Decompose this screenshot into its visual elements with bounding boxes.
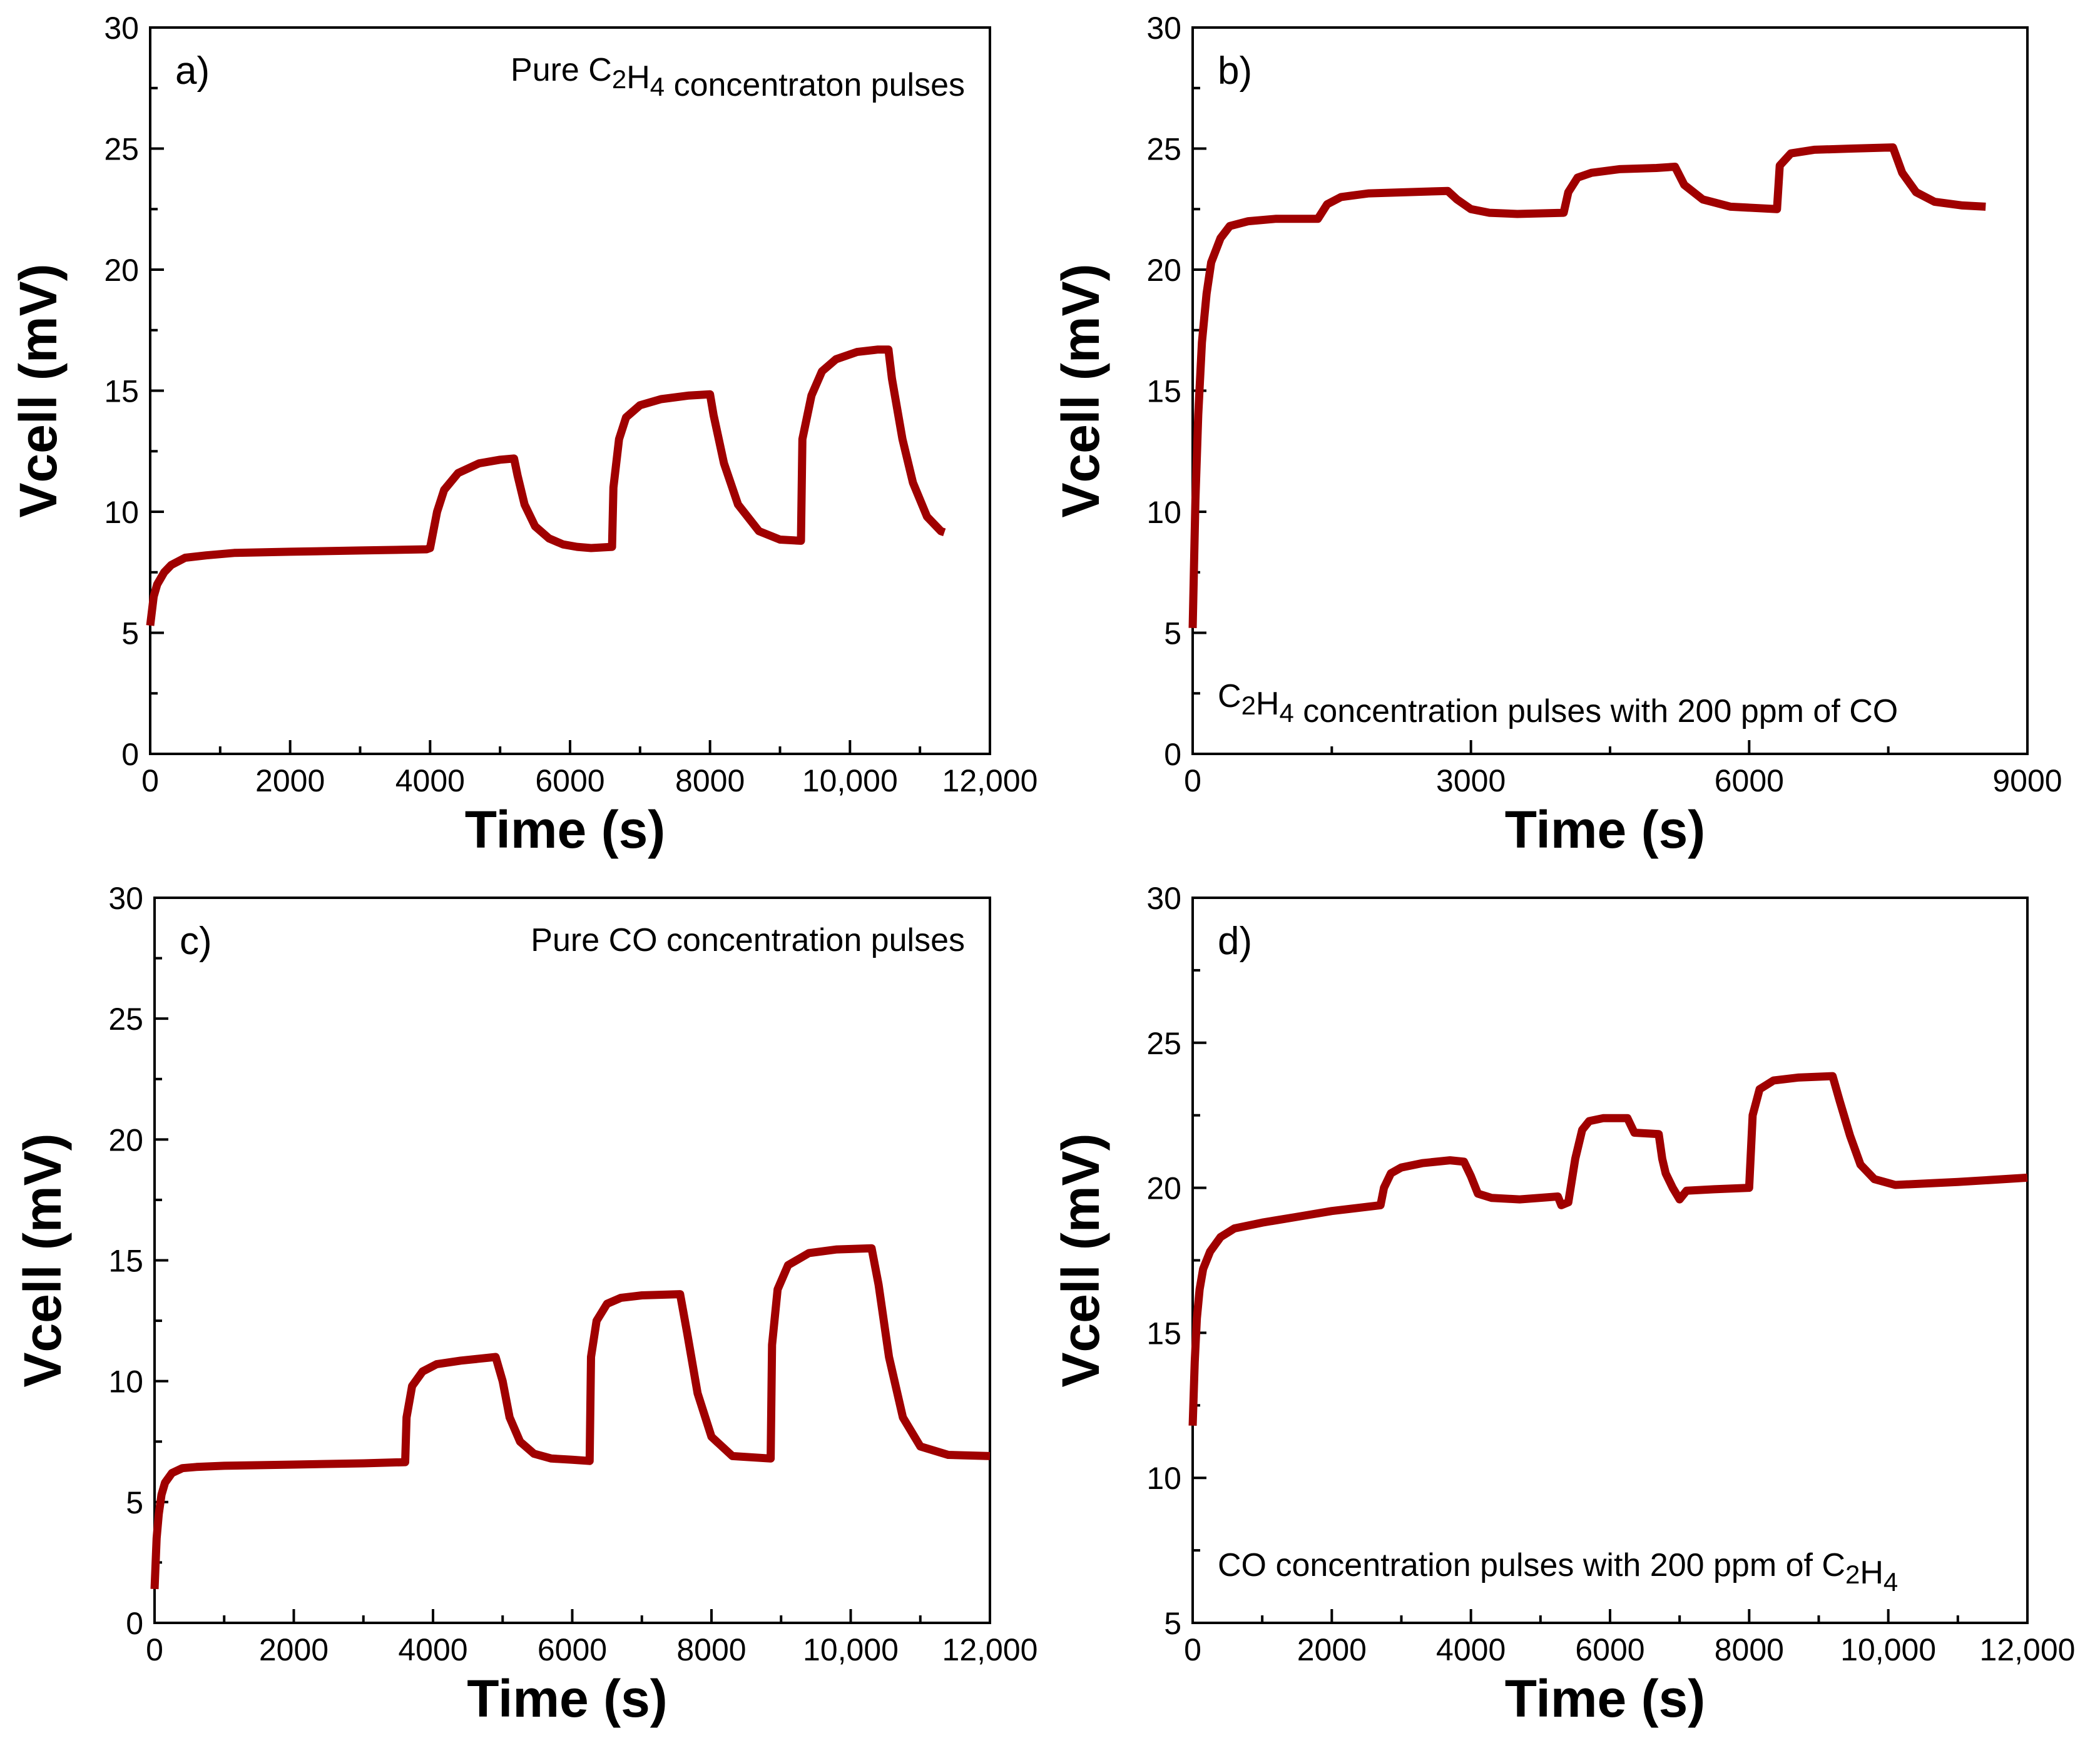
x-tick-label: 2000: [1297, 1632, 1367, 1667]
panel-label: d): [1218, 920, 1252, 963]
y-tick-label: 20: [1146, 1171, 1181, 1206]
x-tick-label: 4000: [1436, 1632, 1506, 1667]
x-tick-label: 8000: [1715, 1632, 1784, 1667]
series-line-vcell: [1188, 143, 1986, 628]
y-axis-title: Vcell (mV): [9, 263, 68, 517]
series-line-vcell: [1188, 1072, 2028, 1426]
x-tick-label: 0: [1184, 763, 1201, 798]
x-axis-title: Time (s): [467, 1669, 668, 1728]
y-tick-label: 30: [104, 11, 139, 46]
panel-annotation: C2H4 concentration pulses with 200 ppm o…: [1218, 678, 1898, 729]
panel-label: b): [1218, 49, 1252, 93]
x-tick-label: 6000: [535, 763, 604, 798]
plot-frame: [1191, 26, 2029, 755]
y-tick-label: 0: [121, 737, 139, 772]
y-axis-title: Vcell (mV): [1051, 263, 1110, 517]
x-tick-label: 12,000: [942, 763, 1038, 798]
y-tick-label: 20: [104, 253, 139, 288]
y-tick-label: 0: [1164, 737, 1181, 772]
x-tick-label: 8000: [676, 1632, 746, 1667]
panel-annotation: Pure C2H4 concentraton pulses: [511, 52, 965, 103]
y-tick-label: 15: [108, 1244, 143, 1279]
plot-frame: [153, 897, 991, 1624]
x-tick-label: 3000: [1436, 763, 1506, 798]
y-tick-label: 25: [1146, 1026, 1181, 1061]
series-line-vcell: [150, 1244, 991, 1590]
y-tick-label: 5: [1164, 1606, 1181, 1641]
series-line-vcell: [146, 345, 946, 626]
y-tick-label: 25: [1146, 132, 1181, 167]
x-tick-label: 6000: [1575, 1632, 1644, 1667]
x-tick-label: 9000: [1992, 763, 2062, 798]
plot-frame: [1191, 897, 2029, 1624]
y-axis-title: Vcell (mV): [1051, 1133, 1110, 1387]
y-tick-label: 25: [108, 1002, 143, 1037]
x-tick-label: 8000: [675, 763, 745, 798]
y-tick-label: 20: [108, 1122, 143, 1157]
y-tick-label: 10: [108, 1364, 143, 1400]
x-tick-label: 6000: [1715, 763, 1784, 798]
panel-d: 0 2000 4000 6000 8000 10,000 12,000 5 10 15 20 25 30…: [1051, 881, 2075, 1728]
x-tick-label: 10,000: [802, 763, 898, 798]
panel-annotation: Pure CO concentration pulses: [531, 922, 965, 958]
y-tick-label: 30: [1146, 881, 1181, 916]
y-axis-title: Vcell (mV): [13, 1133, 72, 1387]
y-tick-label: 5: [1164, 616, 1181, 651]
panels: 0 2000 4000 6000 8000 10,000 12,00005101520253…: [9, 11, 2075, 1728]
y-tick-label: 5: [121, 616, 139, 651]
x-axis-title: Time (s): [1505, 1669, 1706, 1728]
y-tick-label: 15: [1146, 1316, 1181, 1351]
y-tick-label: 10: [104, 495, 139, 530]
x-tick-label: 12,000: [942, 1632, 1038, 1667]
x-tick-label: 6000: [538, 1632, 607, 1667]
plot-frame: [149, 26, 991, 755]
x-tick-label: 2000: [255, 763, 325, 798]
x-tick-label: 2000: [259, 1632, 329, 1667]
x-axis-title: Time (s): [465, 800, 666, 859]
x-tick-label: 10,000: [1840, 1632, 1936, 1667]
y-tick-label: 10: [1146, 495, 1181, 530]
x-tick-label: 10,000: [803, 1632, 899, 1667]
y-tick-label: 30: [1146, 11, 1181, 46]
panel-b: 0 3000 6000 9000 0 5 10 15 20 25 30 Time (s) Vcell (…: [1051, 11, 2062, 859]
y-tick-label: 15: [104, 374, 139, 409]
panel-annotation: CO concentration pulses with 200 ppm of …: [1218, 1547, 1898, 1597]
x-tick-label: 0: [146, 1632, 163, 1667]
y-tick-label: 10: [1146, 1461, 1181, 1496]
panel-label: c): [180, 920, 212, 963]
y-tick-label: 15: [1146, 374, 1181, 409]
x-tick-label: 4000: [395, 763, 465, 798]
x-tick-label: 0: [1184, 1632, 1201, 1667]
panel-c: 0 2000 4000 6000 8000 10,000 12,000 0 5 10 15 20 25 3…: [13, 881, 1037, 1728]
panel-a: 0 2000 4000 6000 8000 10,000 12,000 0 5 10 15 20 25 3…: [9, 11, 1037, 859]
x-tick-label: 4000: [398, 1632, 467, 1667]
x-tick-label: 12,000: [1980, 1632, 2076, 1667]
panel-label: a): [175, 49, 210, 93]
x-axis-title: Time (s): [1505, 800, 1706, 859]
y-tick-label: 5: [126, 1485, 143, 1520]
y-tick-label: 20: [1146, 253, 1181, 288]
y-tick-label: 0: [126, 1606, 143, 1641]
y-tick-label: 25: [104, 132, 139, 167]
x-tick-label: 0: [141, 763, 159, 798]
y-tick-label: 30: [108, 881, 143, 916]
